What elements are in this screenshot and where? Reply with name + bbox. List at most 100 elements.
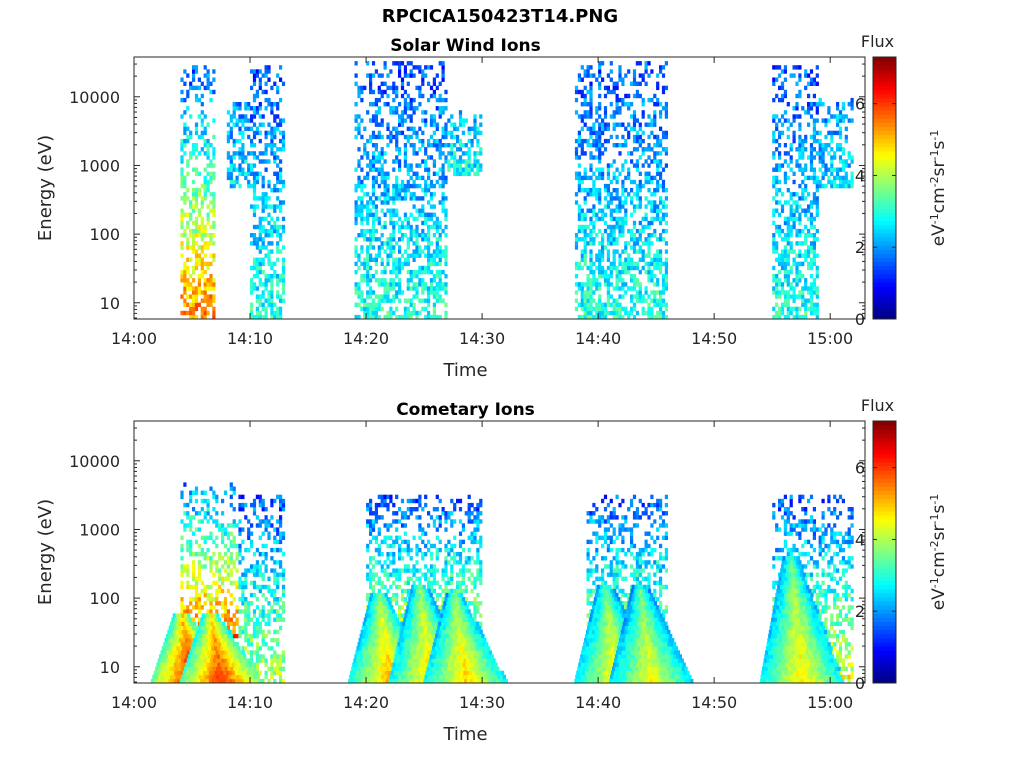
data-cell	[427, 241, 431, 246]
data-cell	[273, 670, 277, 676]
data-cell	[432, 81, 436, 86]
data-cell	[586, 306, 590, 312]
data-cell	[836, 167, 840, 172]
data-cell	[183, 122, 187, 127]
data-cell	[392, 568, 396, 573]
data-cell	[360, 249, 364, 254]
data-cell	[815, 204, 819, 209]
data-cell	[772, 183, 776, 189]
data-cell	[653, 200, 657, 205]
data-cell	[252, 650, 257, 655]
data-cell	[598, 122, 602, 127]
data-cell	[438, 200, 442, 205]
data-cell	[400, 233, 405, 238]
data-cell	[621, 269, 625, 275]
data-cell	[395, 511, 399, 516]
data-cell	[232, 114, 236, 119]
data-cell	[235, 179, 239, 185]
data-cell	[618, 306, 622, 312]
data-cell	[247, 621, 251, 626]
data-cell	[603, 302, 608, 307]
data-cell	[392, 519, 396, 524]
data-cell	[786, 228, 790, 234]
data-cell	[786, 220, 790, 226]
data-cell	[435, 547, 439, 553]
data-cell	[438, 249, 442, 254]
data-cell	[366, 245, 370, 250]
data-cell	[371, 233, 376, 238]
data-cell	[815, 237, 819, 242]
data-cell	[653, 253, 657, 258]
data-cell	[641, 298, 645, 303]
data-cell	[638, 122, 642, 127]
data-cell	[601, 265, 605, 271]
data-cell	[264, 298, 268, 303]
data-cell	[580, 65, 584, 70]
data-cell	[424, 159, 428, 164]
colorbar-swatch	[873, 249, 896, 254]
data-cell	[374, 196, 378, 201]
data-cell	[618, 286, 622, 291]
data-cell	[209, 241, 213, 246]
data-cell	[621, 143, 625, 148]
data-cell	[180, 605, 184, 610]
data-cell	[598, 130, 602, 136]
data-cell	[400, 617, 405, 622]
data-cell	[406, 138, 410, 144]
data-cell	[621, 220, 625, 226]
data-cell	[276, 662, 280, 667]
data-cell	[252, 151, 257, 156]
data-cell	[241, 580, 245, 586]
data-cell	[281, 183, 286, 189]
data-cell	[383, 498, 387, 504]
data-cell	[838, 126, 843, 131]
data-cell	[255, 625, 259, 631]
data-cell	[383, 151, 387, 156]
data-cell	[586, 286, 590, 291]
data-cell	[194, 314, 199, 320]
data-cell	[815, 265, 819, 271]
data-cell	[435, 171, 439, 176]
data-cell	[850, 106, 854, 111]
data-cell	[392, 61, 396, 66]
data-cell	[209, 163, 213, 168]
data-cell	[661, 204, 666, 209]
data-cell	[427, 143, 431, 148]
data-cell	[244, 155, 248, 160]
data-cell	[354, 61, 358, 66]
data-cell	[435, 245, 439, 250]
colorbar-swatch	[873, 204, 896, 209]
data-cell	[780, 81, 785, 86]
data-cell	[603, 274, 608, 279]
data-cell	[371, 151, 376, 156]
data-cell	[273, 220, 277, 226]
data-cell	[595, 253, 599, 258]
data-cell	[255, 654, 259, 659]
data-cell	[421, 196, 425, 201]
data-cell	[624, 73, 628, 78]
data-cell	[621, 167, 625, 172]
data-cell	[383, 224, 387, 230]
data-cell	[821, 118, 825, 123]
data-cell	[589, 237, 593, 242]
colorbar-swatch	[873, 278, 896, 283]
data-cell	[206, 151, 210, 156]
data-cell	[609, 61, 613, 66]
data-cell	[844, 126, 848, 131]
data-cell	[389, 314, 393, 320]
data-cell	[653, 155, 657, 160]
data-cell	[380, 257, 384, 262]
data-cell	[432, 253, 436, 258]
data-cell	[380, 163, 384, 168]
data-cell	[186, 605, 190, 610]
data-cell	[598, 196, 602, 201]
data-cell	[444, 286, 448, 291]
data-cell	[427, 580, 431, 586]
data-cell	[258, 159, 262, 164]
data-cell	[252, 179, 257, 185]
data-cell	[212, 507, 216, 512]
data-cell	[479, 163, 483, 168]
data-cell	[258, 494, 262, 500]
data-cell	[601, 269, 605, 275]
data-cell	[432, 310, 436, 316]
